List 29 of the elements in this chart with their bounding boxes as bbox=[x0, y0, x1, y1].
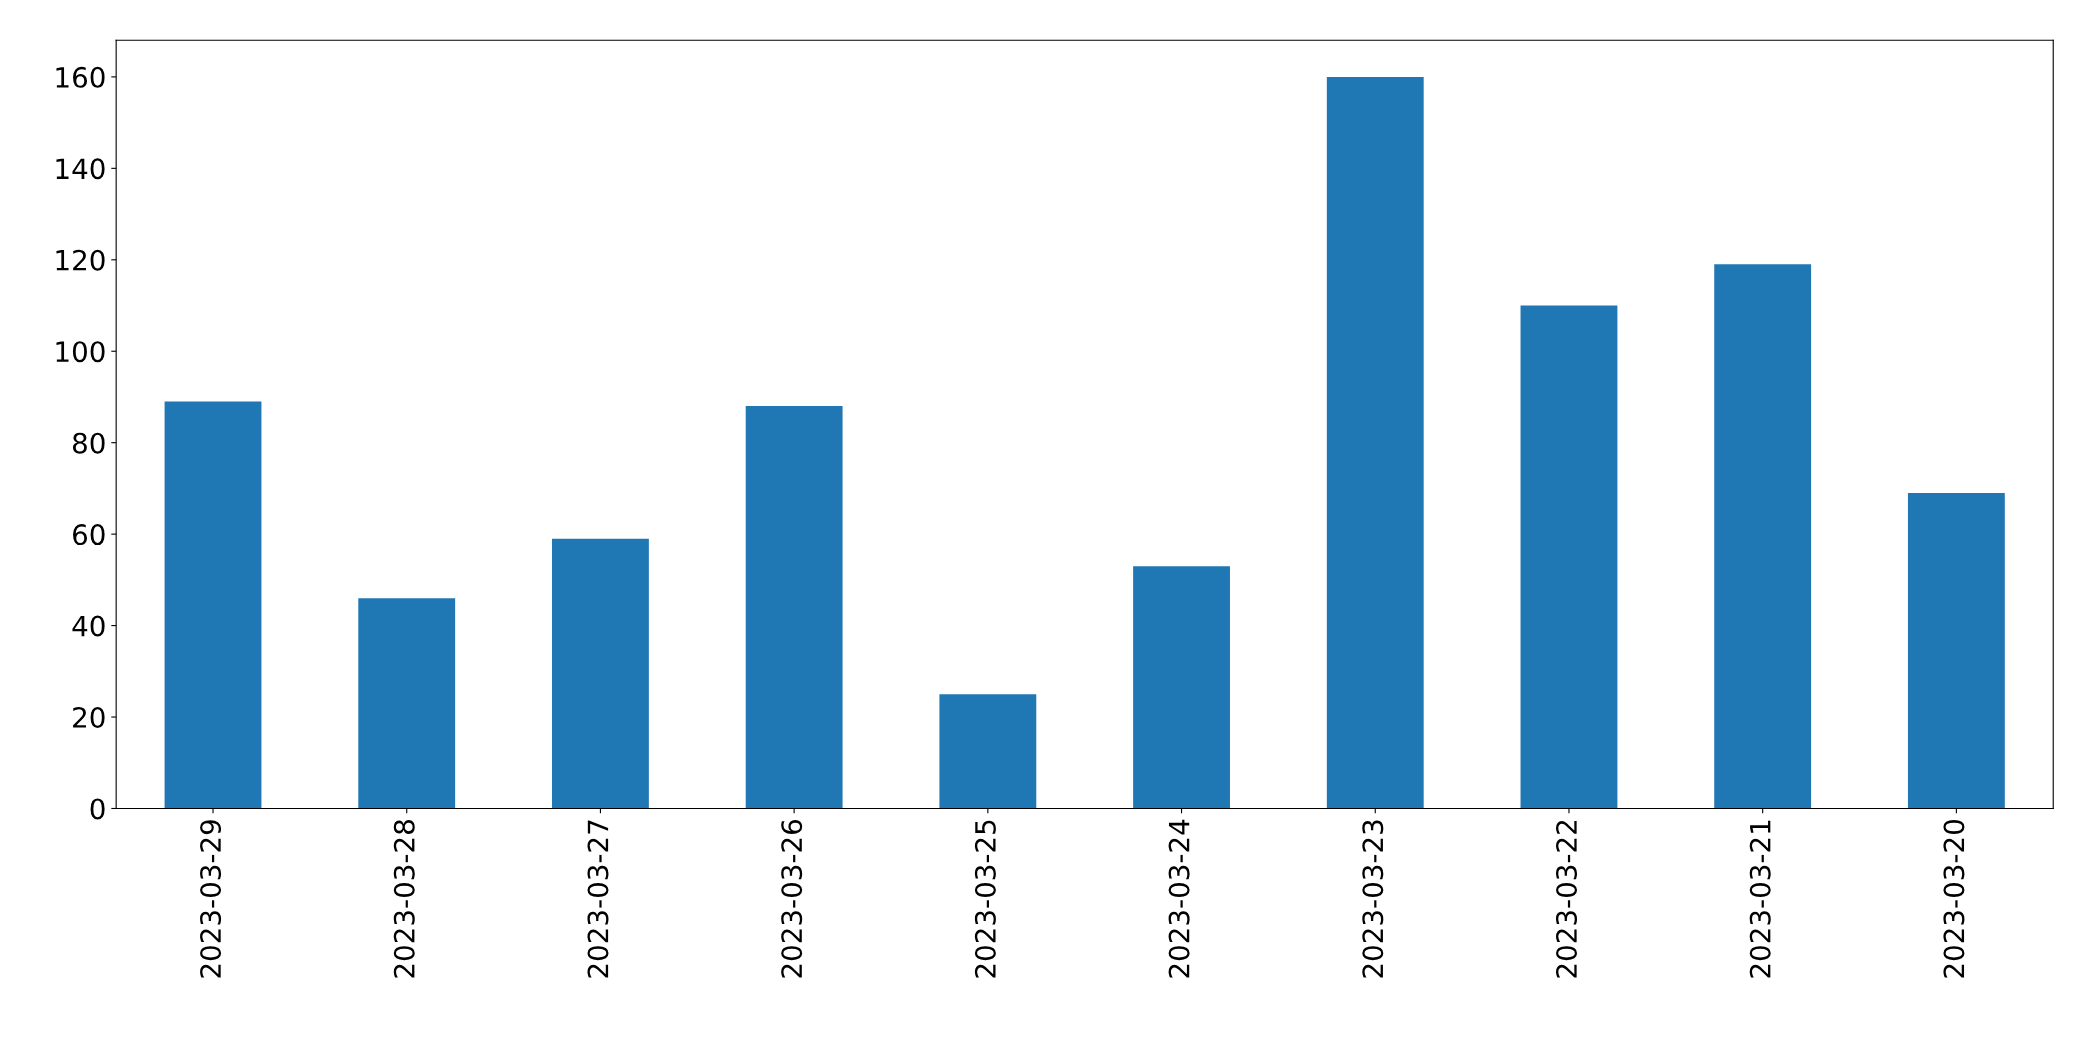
x-tick-label: 2023-03-27 bbox=[587, 820, 609, 978]
bar bbox=[745, 406, 843, 809]
bar bbox=[1133, 566, 1230, 809]
bar bbox=[1907, 492, 2005, 809]
x-tick-label: 2023-03-20 bbox=[1943, 820, 1965, 978]
y-tick-label: 0 bbox=[90, 798, 105, 820]
y-tick-label: 40 bbox=[72, 615, 105, 637]
x-tick-label: 2023-03-22 bbox=[1556, 820, 1578, 978]
bar bbox=[939, 694, 1037, 809]
y-tick-label: 140 bbox=[56, 158, 105, 180]
x-tick-label: 2023-03-28 bbox=[393, 820, 415, 978]
bar bbox=[552, 538, 649, 809]
x-tick-label: 2023-03-25 bbox=[974, 820, 996, 978]
y-tick-label: 100 bbox=[56, 341, 105, 363]
bar bbox=[1714, 264, 1812, 809]
y-tick-label: 120 bbox=[56, 249, 105, 271]
bar bbox=[358, 598, 456, 809]
y-tick-label: 80 bbox=[72, 432, 105, 454]
bar bbox=[164, 401, 262, 809]
y-tick-label: 60 bbox=[73, 524, 105, 546]
x-tick-label: 2023-03-26 bbox=[781, 819, 803, 978]
bar bbox=[1326, 76, 1424, 809]
x-tick-label: 2023-03-29 bbox=[200, 820, 222, 978]
bar bbox=[1520, 305, 1618, 809]
y-tick-label: 20 bbox=[73, 706, 105, 728]
x-tick-label: 2023-03-24 bbox=[1168, 819, 1190, 978]
x-tick-label: 2023-03-21 bbox=[1749, 820, 1771, 978]
x-tick-label: 2023-03-23 bbox=[1362, 820, 1384, 978]
y-tick-label: 160 bbox=[56, 66, 105, 88]
